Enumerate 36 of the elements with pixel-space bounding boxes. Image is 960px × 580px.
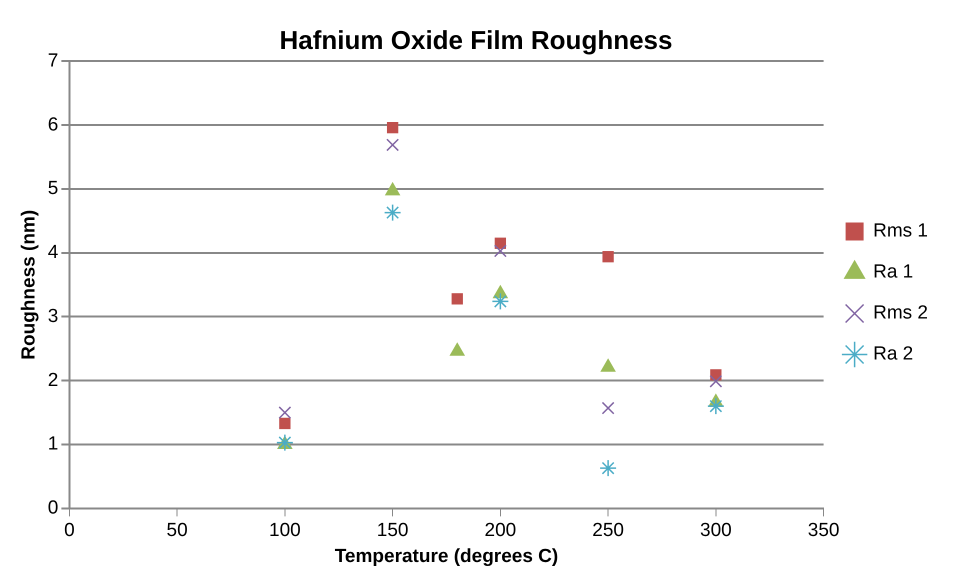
point — [709, 374, 722, 388]
x-tick-label: 100 — [269, 520, 301, 542]
point — [602, 251, 614, 262]
x-tick-label: 150 — [376, 520, 408, 542]
legend-label: Ra 2 — [873, 344, 914, 365]
x-tick-label: 350 — [808, 520, 840, 542]
point — [279, 418, 291, 430]
y-axis-title: Roughness (nm) — [18, 210, 40, 360]
y-tick-label: 2 — [48, 370, 58, 391]
legend-label: Rms 2 — [873, 302, 928, 324]
chart-title: Hafnium Oxide Film Roughness — [280, 24, 672, 55]
y-tick-label: 5 — [48, 178, 58, 200]
point — [494, 244, 507, 258]
y-tick-label: 7 — [48, 50, 58, 72]
x-tick-label: 50 — [166, 520, 188, 542]
point — [599, 459, 617, 477]
x-axis-title: Temperature (degrees C) — [334, 546, 558, 567]
legend-label: Rms 1 — [873, 220, 928, 242]
point — [386, 138, 400, 152]
x-tick-label: 0 — [64, 520, 75, 542]
x-tick-label: 200 — [484, 520, 516, 542]
legend-label: Ra 1 — [873, 262, 914, 283]
point — [384, 204, 402, 222]
y-tick-label: 6 — [48, 114, 58, 136]
y-tick-label: 4 — [48, 242, 59, 264]
point — [386, 122, 398, 134]
point — [707, 397, 725, 415]
point — [278, 406, 292, 419]
y-tick-label: 1 — [48, 434, 58, 455]
x-tick-label: 300 — [700, 520, 732, 542]
y-tick-label: 3 — [48, 306, 58, 327]
point — [452, 293, 463, 305]
y-tick-label: 0 — [48, 498, 58, 519]
point — [492, 292, 510, 310]
x-tick-label: 250 — [592, 520, 624, 542]
point — [602, 402, 615, 415]
